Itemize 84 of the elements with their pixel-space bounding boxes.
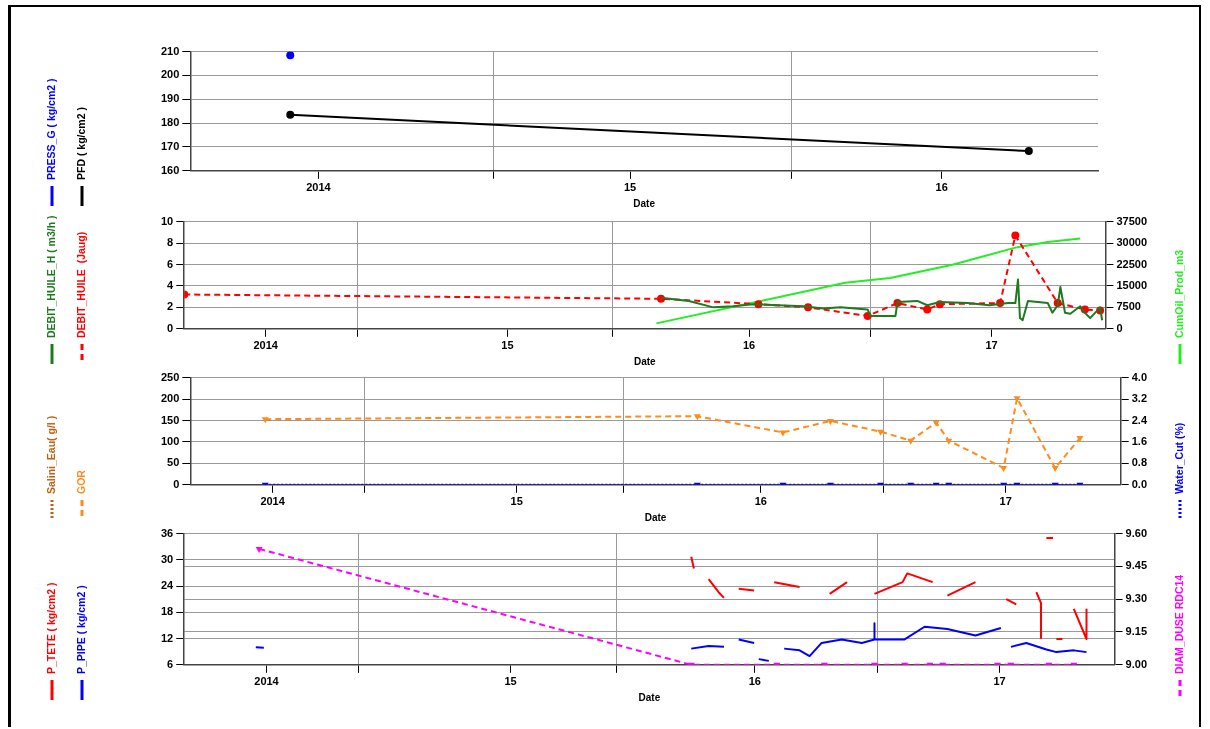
y-tick-label: 250: [160, 370, 180, 383]
y-tick-label: 200: [160, 392, 180, 405]
y-tick-label: 200: [160, 68, 180, 81]
y-tick-label: 150: [160, 413, 180, 426]
text: CumOil_Prod_m3: [1172, 249, 1185, 338]
point: [826, 418, 834, 425]
y2-tick-label: 30000: [1116, 236, 1148, 249]
y2-tick-label: 0.0: [1131, 477, 1148, 490]
y-tick-label: 50: [167, 456, 180, 469]
y-tick-label: 190: [160, 92, 180, 105]
point: [1051, 466, 1059, 473]
y-tick-label: 0: [173, 477, 180, 490]
y2-tick-label: 0.8: [1131, 456, 1148, 469]
point: [1011, 231, 1020, 240]
y-tick-label: 18: [160, 605, 174, 618]
x-tick-label: 2014: [306, 181, 332, 194]
x-axis-title: Date: [644, 511, 667, 523]
x-tick-label: 16: [935, 181, 948, 194]
x-tick-label: 17: [993, 675, 1006, 688]
x-axis-title: Date: [633, 197, 656, 209]
x-tick-label: 2014: [260, 495, 286, 508]
point: [261, 417, 269, 424]
y2-tick-label: 15000: [1116, 278, 1148, 291]
y-tick-label: 160: [160, 163, 180, 176]
y-tick-label: 4: [167, 278, 175, 291]
x-axis-title: Date: [638, 691, 661, 703]
y2-tick-label: 7500: [1116, 300, 1141, 313]
x-tick-label: 15: [501, 339, 514, 352]
x-tick-label: 15: [504, 675, 517, 688]
y-tick-label: 2: [167, 300, 174, 313]
y-tick-label: 170: [160, 139, 180, 152]
legend-label: Salini_Eau( g/l ): [44, 415, 57, 494]
y-tick-label: 24: [160, 579, 175, 592]
point: [1000, 466, 1008, 473]
x-tick-label: 17: [999, 495, 1012, 508]
text: PRESS_G ( kg/cm2 ): [44, 78, 57, 180]
x-tick-label: 2014: [254, 675, 280, 688]
y2-tick-label: 0: [1116, 321, 1123, 334]
y-tick-label: 10: [160, 214, 174, 227]
y2-tick-label: 3.2: [1131, 392, 1148, 405]
point: [923, 305, 932, 314]
y-tick-label: 180: [160, 116, 180, 129]
x-tick-label: 16: [754, 495, 767, 508]
x-axis-title: Date: [633, 355, 657, 367]
x-tick-label: 17: [985, 339, 998, 352]
y2-tick-label: 9.30: [1125, 592, 1148, 605]
y-tick-label: 12: [160, 631, 174, 644]
x-tick-label: 15: [510, 495, 523, 508]
point: [1013, 396, 1021, 403]
y-tick-label: 8: [167, 236, 174, 249]
y-tick-label: 210: [160, 44, 180, 57]
x-tick-label: 2014: [253, 339, 279, 352]
y2-tick-label: 9.00: [1125, 657, 1148, 670]
point: [1076, 436, 1084, 443]
point: [1024, 147, 1033, 156]
x-tick-label: 16: [748, 675, 761, 688]
y2-tick-label: 37500: [1116, 214, 1148, 227]
x-tick-label: 16: [743, 339, 756, 352]
text: GOR: [74, 469, 87, 494]
y-tick-label: 36: [160, 526, 174, 539]
text: DEBIT_HUILE_H ( m3/h ): [44, 215, 57, 338]
y2-tick-label: 9.60: [1125, 526, 1148, 539]
y2-tick-label: 22500: [1116, 257, 1148, 270]
y-tick-label: 30: [160, 552, 174, 565]
text: P_TETE ( kg/cm2 ): [44, 582, 57, 674]
y2-tick-label: 2.4: [1131, 413, 1148, 426]
text: P_PIPE ( kg/cm2 ): [74, 585, 87, 674]
text: Water_Cut (%): [1172, 422, 1185, 494]
y-tick-label: 6: [167, 257, 174, 270]
y2-tick-label: 9.45: [1125, 559, 1148, 572]
point: [693, 414, 701, 421]
text: PFD ( kg/cm2 ): [74, 107, 87, 180]
point: [779, 430, 787, 437]
y2-tick-label: 1.6: [1131, 434, 1148, 447]
y-tick-label: 100: [160, 434, 180, 447]
text: DEBIT_HUILE (Jaug): [74, 231, 87, 338]
text: DIAM_DUSE RDC14: [1172, 574, 1185, 674]
x-tick-label: 15: [623, 181, 637, 194]
y-tick-label: 6: [167, 657, 174, 670]
y-tick-label: 0: [167, 321, 174, 334]
y2-tick-label: 9.15: [1125, 625, 1148, 638]
point: [286, 51, 295, 60]
y2-tick-label: 4.0: [1131, 370, 1148, 383]
point: [286, 110, 295, 119]
